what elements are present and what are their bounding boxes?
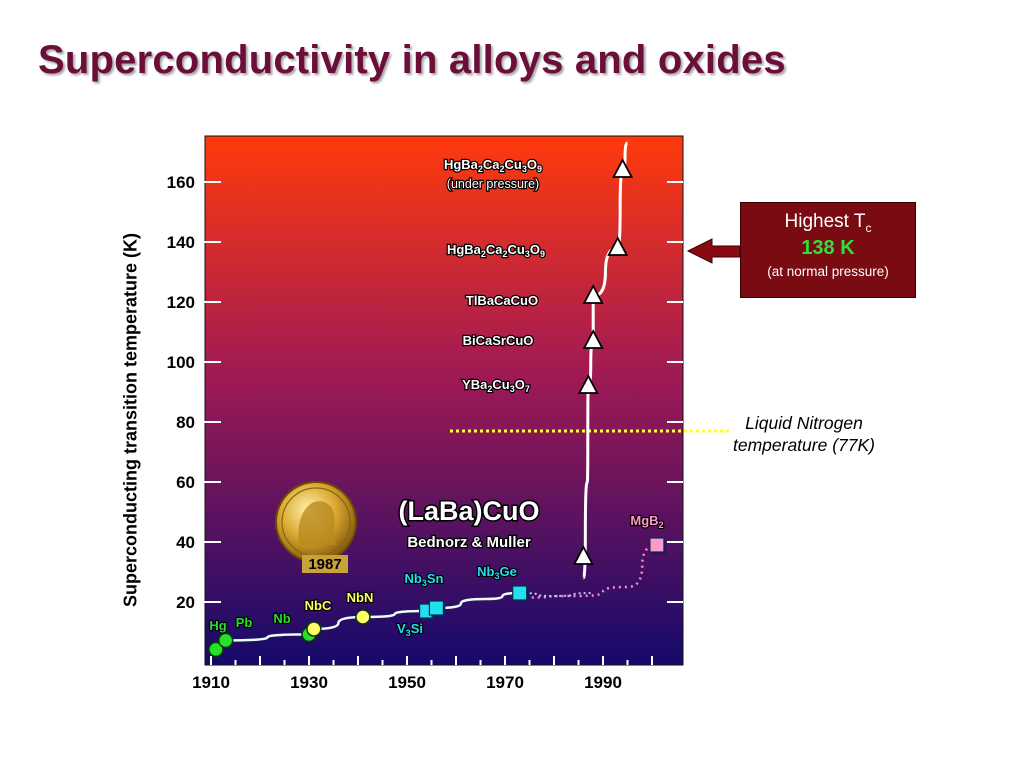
- label-hgba-pressure: HgBa2Ca2Cu3O9: [444, 157, 542, 174]
- callout-arrow: [686, 238, 741, 264]
- marker-tlbacacuo: [582, 284, 604, 304]
- marker-hg: [208, 641, 224, 658]
- x-tick-label: 1910: [192, 673, 230, 692]
- label-bicasrcuo: BiCaSrCuO: [463, 333, 534, 348]
- plot-area: [204, 135, 684, 666]
- label-nbc: NbC: [305, 598, 332, 613]
- marker-nb3sn: [428, 600, 444, 616]
- highest-tc-line: Highest Tc: [741, 211, 915, 235]
- marker-nbn: [355, 609, 371, 625]
- y-tick-label: 20: [176, 593, 195, 612]
- tick-labels: 20 40 60 80 100 120 140 160 1910 1930 1950 1970 1990: [167, 173, 622, 692]
- marker-nbc: [306, 621, 322, 637]
- y-tick-label: 100: [167, 353, 195, 372]
- label-v3si: V3Si: [397, 621, 423, 638]
- label-nbn: NbN: [347, 590, 374, 605]
- slide-title: Superconductivity in alloys and oxides: [38, 38, 786, 82]
- y-tick-label: 80: [176, 413, 195, 432]
- label-hgba: HgBa2Ca2Cu3O9: [447, 242, 545, 259]
- nitrogen-note-line1: Liquid Nitrogen: [745, 413, 863, 433]
- labacuo-label: (LaBa)CuO: [399, 496, 540, 526]
- axis-ticks: [201, 181, 683, 665]
- label-nb3sn: Nb3Sn: [405, 571, 444, 588]
- nobel-medal: 1987: [275, 481, 357, 573]
- y-tick-label: 40: [176, 533, 195, 552]
- marker--laba-cuo: [572, 545, 594, 565]
- label-nb: Nb: [273, 611, 290, 626]
- marker-nb3ge: [512, 585, 528, 601]
- y-tick-label: 140: [167, 233, 195, 252]
- alloy-tail-dotted: [519, 592, 594, 598]
- medal-portrait: [298, 501, 336, 545]
- label-nb3ge: Nb3Ge: [477, 564, 517, 581]
- mgb2-dotted-curve: [519, 543, 657, 599]
- label-pb: Pb: [236, 615, 253, 630]
- y-tick-label: 120: [167, 293, 195, 312]
- medal-year-plate: [302, 555, 348, 573]
- discoverers-label: Bednorz & Muller: [407, 534, 531, 551]
- x-tick-label: 1950: [388, 673, 426, 692]
- nitrogen-note-line2: temperature (77K): [732, 435, 875, 455]
- highest-tc-value: 138 K: [801, 236, 855, 259]
- y-tick-label: 160: [167, 173, 195, 192]
- label-hg: Hg: [209, 618, 226, 633]
- highest-tc-text: Highest T: [784, 211, 866, 232]
- marker-bicasrcuo: [582, 329, 604, 349]
- marker-yba2cu3o7: [577, 374, 599, 394]
- label-mgb2: MgB2: [630, 513, 663, 530]
- marker-hgba2ca2cu3o9-under-pressure-: [612, 158, 634, 178]
- highest-tc-note: (at normal pressure): [767, 263, 889, 279]
- x-tick-label: 1970: [486, 673, 524, 692]
- marker-mgb2: [649, 537, 665, 553]
- highest-tc-sub: c: [865, 220, 872, 235]
- x-tick-label: 1990: [584, 673, 622, 692]
- data-markers: [208, 158, 666, 658]
- label-ybco: YBa2Cu3O7: [462, 377, 530, 394]
- label-under-pressure: (under pressure): [447, 177, 539, 191]
- medal-year: 1987: [308, 556, 341, 573]
- marker-hgba2ca2cu3o9: [607, 236, 629, 256]
- x-tick-label: 1930: [290, 673, 328, 692]
- nitrogen-note: Liquid Nitrogen temperature (77K): [704, 412, 904, 456]
- highest-tc-callout: Highest Tc 138 K (at normal pressure): [740, 202, 916, 298]
- y-tick-label: 60: [176, 473, 195, 492]
- label-tlbacacuo: TlBaCaCuO: [466, 293, 538, 308]
- marker-pb: [217, 632, 234, 649]
